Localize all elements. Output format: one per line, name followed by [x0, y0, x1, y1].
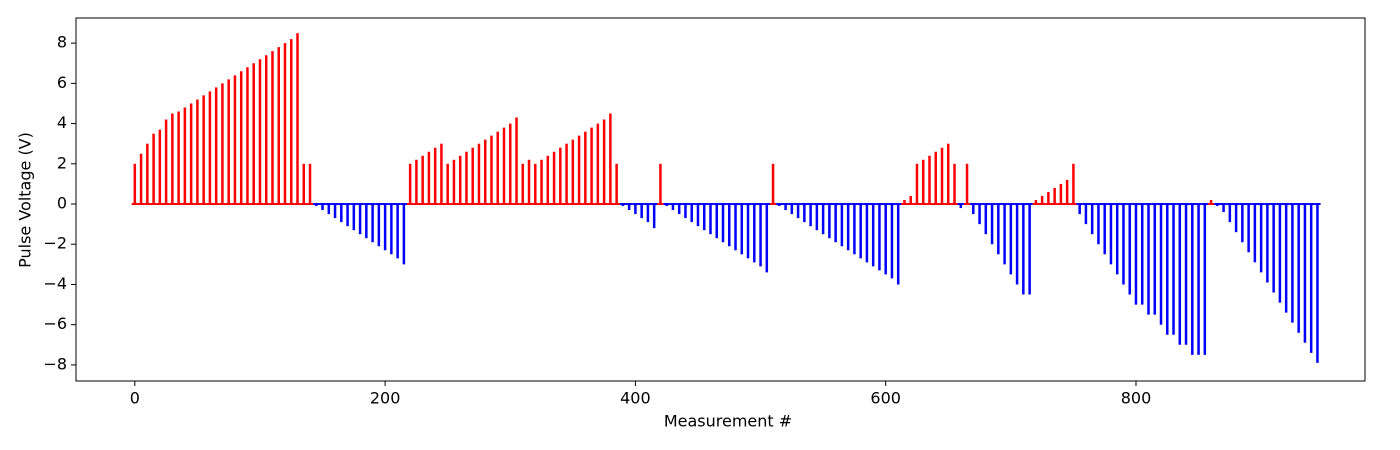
y-tick-label: 4 [57, 113, 67, 132]
plot-frame [75, 17, 1366, 382]
x-tick-label: 600 [870, 389, 901, 408]
y-tick-label: 2 [57, 153, 67, 172]
y-tick-label: 6 [57, 73, 67, 92]
x-tick-label: 200 [370, 389, 401, 408]
x-axis-label: Measurement # [664, 412, 792, 431]
y-tick-label: −6 [43, 314, 67, 333]
y-axis-label: Pulse Voltage (V) [16, 132, 35, 268]
y-tick-label: 8 [57, 33, 67, 52]
x-tick-label: 0 [130, 389, 140, 408]
y-tick-label: −4 [43, 274, 67, 293]
x-tick-label: 800 [1121, 389, 1152, 408]
y-tick-label: −2 [43, 234, 67, 253]
y-tick-label: −8 [43, 354, 67, 373]
x-tick-label: 400 [620, 389, 651, 408]
y-tick-label: 0 [57, 194, 67, 213]
